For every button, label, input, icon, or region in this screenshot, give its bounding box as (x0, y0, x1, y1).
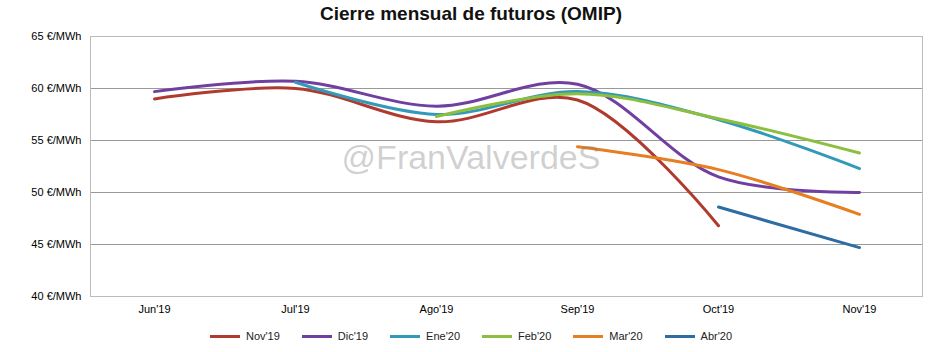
svg-text:45 €/MWh: 45 €/MWh (31, 238, 81, 250)
svg-text:65 €/MWh: 65 €/MWh (31, 30, 81, 42)
html-text:Abr'20: Abr'20 (700, 330, 732, 342)
html-text:Cierre mensual de futuros (OMI: Cierre mensual de futuros (OMIP) (320, 3, 622, 24)
svg-text:40 €/MWh: 40 €/MWh (31, 290, 81, 302)
svg-text:Jun'19: Jun'19 (138, 303, 170, 315)
html-text:Mar'20: Mar'20 (609, 330, 643, 342)
html-text:Nov'19: Nov'19 (246, 330, 280, 342)
svg-text:Ago'19: Ago'19 (420, 303, 454, 315)
svg-text:50 €/MWh: 50 €/MWh (31, 186, 81, 198)
svg-text:Jul'19: Jul'19 (281, 303, 309, 315)
svg-text:55 €/MWh: 55 €/MWh (31, 134, 81, 146)
html-text:@FranValverdeS: @FranValverdeS (341, 138, 601, 176)
html-text:Ene'20: Ene'20 (426, 330, 460, 342)
svg-text:60 €/MWh: 60 €/MWh (31, 82, 81, 94)
html-text:Dic'19: Dic'19 (337, 330, 369, 342)
html-text:Feb'20: Feb'20 (518, 330, 552, 342)
svg-text:Nov'19: Nov'19 (843, 303, 877, 315)
svg-text:Sep'19: Sep'19 (561, 303, 595, 315)
svg-text:Oct'19: Oct'19 (703, 303, 734, 315)
